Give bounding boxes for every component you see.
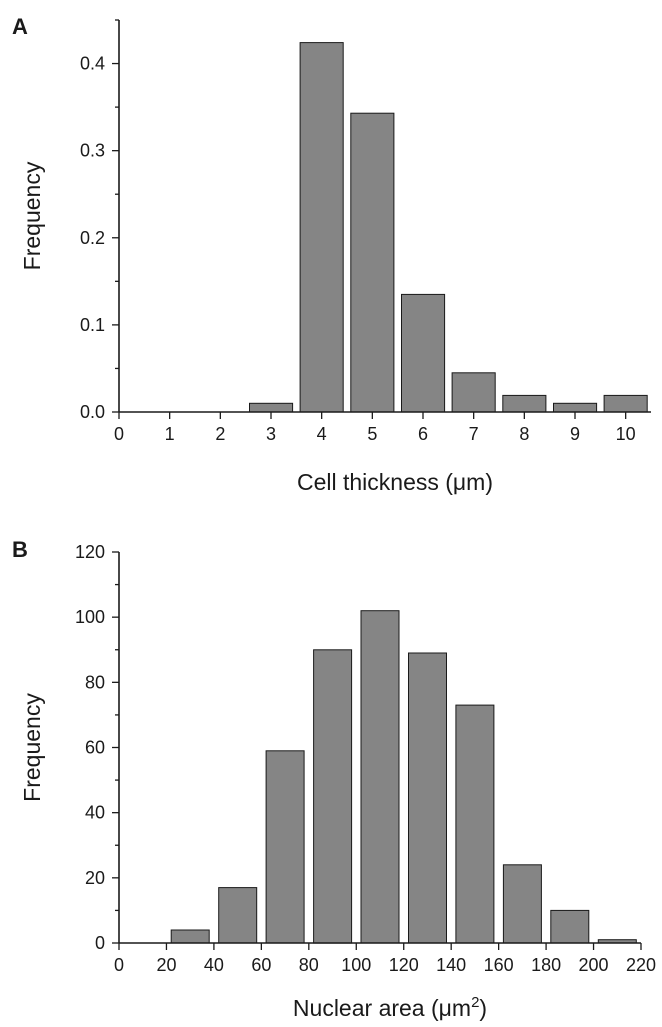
panel-b-x-tick-label: 160 bbox=[484, 955, 514, 975]
panel-b-y-tick-label: 100 bbox=[75, 607, 105, 627]
panel-b-x-tick-label: 100 bbox=[341, 955, 371, 975]
panel-b-y-tick-label: 0 bbox=[95, 933, 105, 953]
panel-a-x-tick-label: 8 bbox=[519, 424, 529, 444]
panel-b-histogram: B 0 20 40 60 80 100 120 0 20 40 60 80 100 120 140 160 1… bbox=[12, 537, 656, 1021]
panel-b-x-tick-label: 220 bbox=[626, 955, 656, 975]
panel-b-x-tick-label: 180 bbox=[531, 955, 561, 975]
panel-b-bar bbox=[218, 887, 258, 944]
panel-b-x-tick-label: 40 bbox=[204, 955, 224, 975]
panel-a-y-tick-label: 0.3 bbox=[80, 141, 105, 161]
panel-b-bar bbox=[408, 652, 447, 944]
panel-a-histogram: A 0.0 0.1 0.2 0.3 0.4 0 1 2 3 4 5 6 7 8 9 10 Frequency… bbox=[12, 14, 651, 495]
panel-b-y-axis-title: Frequency bbox=[19, 693, 45, 802]
panel-b-bar bbox=[502, 864, 542, 944]
panel-a-x-tick-label: 9 bbox=[570, 424, 580, 444]
panel-a-x-axis-title: Cell thickness (μm) bbox=[297, 469, 493, 495]
panel-a-x-tick-label: 6 bbox=[418, 424, 428, 444]
panel-a-x-tick-label: 5 bbox=[367, 424, 377, 444]
panel-a-bars bbox=[249, 42, 648, 413]
panel-a-x-tick-label: 10 bbox=[616, 424, 636, 444]
panel-a-bar bbox=[249, 402, 294, 413]
panel-b-x-axis-title: Nuclear area (μm2) bbox=[293, 994, 487, 1021]
panel-a-y-axis-title: Frequency bbox=[19, 161, 45, 270]
panel-a-x-tick-label: 7 bbox=[469, 424, 479, 444]
panel-a-bar bbox=[451, 372, 496, 413]
panel-b-bar bbox=[360, 610, 400, 944]
panel-b-y-tick-label: 60 bbox=[85, 738, 105, 758]
panel-b-bar bbox=[455, 704, 495, 944]
panel-b-x-ticks: 0 20 40 60 80 100 120 140 160 180 200 220 bbox=[114, 943, 656, 975]
panel-a-letter: A bbox=[12, 14, 28, 39]
panel-a-x-tick-label: 4 bbox=[317, 424, 327, 444]
panel-a-bar bbox=[401, 293, 446, 413]
panel-b-y-tick-label: 80 bbox=[85, 672, 105, 692]
panel-b-y-tick-label: 40 bbox=[85, 803, 105, 823]
panel-a-x-tick-label: 2 bbox=[215, 424, 225, 444]
panel-b-x-tick-label: 200 bbox=[579, 955, 609, 975]
panel-b-bar bbox=[313, 649, 353, 944]
panel-a-x-tick-label: 1 bbox=[165, 424, 175, 444]
panel-b-bars bbox=[170, 610, 637, 944]
panel-b-bar bbox=[170, 929, 210, 944]
panel-a-x-ticks: 0 1 2 3 4 5 6 7 8 9 10 bbox=[114, 412, 636, 444]
panel-b-y-tick-label: 20 bbox=[85, 868, 105, 888]
panel-a-y-tick-label: 0.4 bbox=[80, 54, 105, 74]
panel-a-y-tick-label: 0.1 bbox=[80, 315, 105, 335]
panel-a-bar bbox=[603, 394, 648, 413]
panel-b-x-tick-label: 120 bbox=[389, 955, 419, 975]
panel-a-bar bbox=[553, 402, 598, 413]
panel-b-y-tick-label: 120 bbox=[75, 542, 105, 562]
panel-a-x-tick-label: 3 bbox=[266, 424, 276, 444]
panel-a-x-tick-label: 0 bbox=[114, 424, 124, 444]
panel-a-bar bbox=[502, 394, 547, 413]
panel-b-x-tick-label: 0 bbox=[114, 955, 124, 975]
panel-b-bar bbox=[265, 750, 305, 944]
panel-a-y-ticks: 0.0 0.1 0.2 0.3 0.4 bbox=[80, 54, 119, 422]
panel-b-bar bbox=[550, 909, 590, 944]
panel-a-y-tick-label: 0.2 bbox=[80, 228, 105, 248]
panel-b-x-tick-label: 140 bbox=[436, 955, 466, 975]
panel-b-x-tick-label: 80 bbox=[299, 955, 319, 975]
panel-a-y-tick-label: 0.0 bbox=[80, 402, 105, 422]
panel-b-y-ticks: 0 20 40 60 80 100 120 bbox=[75, 542, 119, 953]
panel-b-x-tick-label: 20 bbox=[156, 955, 176, 975]
panel-a-bar bbox=[299, 42, 344, 413]
panel-b-letter: B bbox=[12, 537, 28, 562]
panel-a-bar bbox=[350, 112, 395, 413]
panel-b-x-tick-label: 60 bbox=[251, 955, 271, 975]
